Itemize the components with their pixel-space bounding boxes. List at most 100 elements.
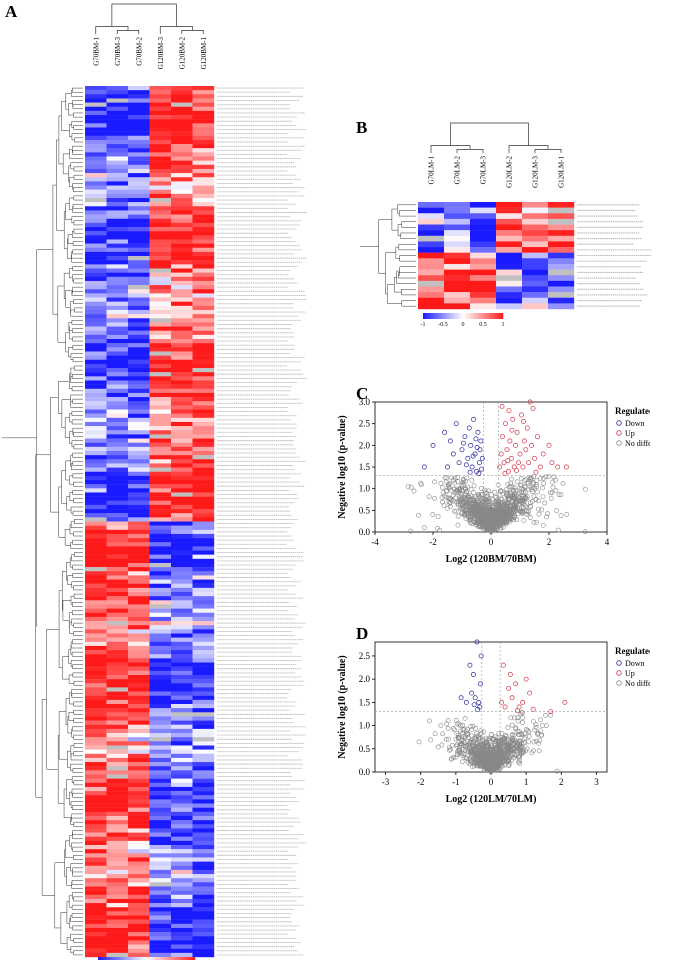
scatter-point-no-different [464,756,470,761]
heatmap-cell [85,716,107,721]
heatmap-cell [128,882,150,887]
scatter-point-up [529,442,535,448]
dendrogram-branch [73,593,83,599]
heatmap-cell [149,144,172,149]
heatmap-cell [106,786,129,792]
heatmap-cell [149,753,172,759]
heatmap-cell [128,853,150,858]
heatmap-cell [149,106,172,112]
heatmap-cell [106,724,129,730]
scatter-point-no-different [446,485,452,491]
heatmap-cell [149,737,172,742]
heatmap-cell [128,513,150,518]
color-scale-step [158,957,162,960]
scatter-point-no-different [536,748,542,754]
dendrogram-branch [73,709,83,715]
dendrogram-branch [70,644,73,655]
scatter-point-no-different [475,760,481,766]
heatmap-cell [171,807,193,813]
scatter-point-down [468,442,474,448]
scatter-point-no-different [523,495,528,501]
heatmap-cell [85,301,107,307]
heatmap-cell [149,239,172,244]
scatter-point-no-different [582,486,588,492]
color-scale-step [475,313,478,319]
heatmap-cell [192,90,215,95]
row-labels [217,87,307,956]
dendrogram-branch [62,656,70,680]
heatmap-cell [128,480,150,485]
heatmap-cell [171,674,193,680]
heatmap-cell [106,550,129,555]
dendrogram-branch [401,221,416,228]
scatter-point-no-different [482,487,488,493]
heatmap-cell [192,658,215,663]
dendrogram-branch [66,496,72,511]
heatmap-cell [171,500,193,506]
heatmap-cell [128,260,150,265]
heatmap-cell [128,202,150,207]
heatmap-cell [171,426,193,431]
heatmap-cell [171,197,193,203]
heatmap-cell [128,571,150,576]
heatmap-cell [171,936,193,941]
heatmap-cell [192,384,215,389]
heatmap-cell [149,289,172,294]
heatmap-cell [85,119,107,124]
heatmap-cell [128,347,150,352]
heatmap-cell [85,127,107,132]
legend-title: Regulated.Type [615,646,650,656]
scatter-point-no-different [512,739,518,744]
heatmap-cell [496,247,523,253]
x-tick-label: -3 [382,777,390,787]
heatmap-cell [470,213,497,220]
heatmap-cell [128,297,150,302]
heatmap-cell [128,708,150,713]
heatmap-cell [106,127,129,132]
heatmap-cell [106,314,129,319]
heatmap-cell [548,235,575,242]
heatmap-cell [171,786,193,792]
heatmap-cell [106,251,129,257]
heatmap-cell [85,782,107,788]
heatmap-cell [171,492,193,497]
column-label: G70LM-3 [480,156,488,185]
heatmap-cell [149,206,172,211]
heatmap-cell [149,778,172,783]
heatmap-cell [85,293,107,298]
heatmap-cell [171,177,193,182]
heatmap-cell [171,127,193,132]
scatter-point-down [475,706,481,712]
dendrogram-branch [69,431,73,444]
heatmap-cell [149,944,172,949]
heatmap-cell [496,241,523,248]
heatmap-cell [192,687,215,692]
color-scale-step [423,313,426,319]
heatmap-cell [496,286,523,293]
dendrogram-branch [73,174,83,180]
heatmap-cell [128,243,150,248]
heatmap-cell [171,231,193,236]
heatmap-cell [192,546,215,551]
dendrogram-branch [72,830,83,835]
heatmap-cell [85,612,107,618]
heatmap-cell [106,496,129,501]
heatmap-cell [192,438,215,443]
heatmap-cell [149,583,172,589]
heatmap-cell [106,492,129,497]
scatter-point-no-different [471,755,477,761]
heatmap-cell [470,275,497,282]
heatmap-cell [192,865,215,871]
color-scale-step [429,313,432,319]
heatmap-cell [192,260,215,265]
heatmap-cell [106,330,129,336]
dendrogram-branch [398,243,416,251]
heatmap-cell [85,645,107,651]
heatmap-cell [522,241,549,248]
scatter-point-no-different [506,507,512,513]
heatmap-cell [128,898,150,904]
dendrogram-branch [71,651,83,657]
scatter-point-no-different [489,746,495,752]
scatter-point-no-different [514,479,520,485]
scatter-point-no-different [503,506,509,512]
